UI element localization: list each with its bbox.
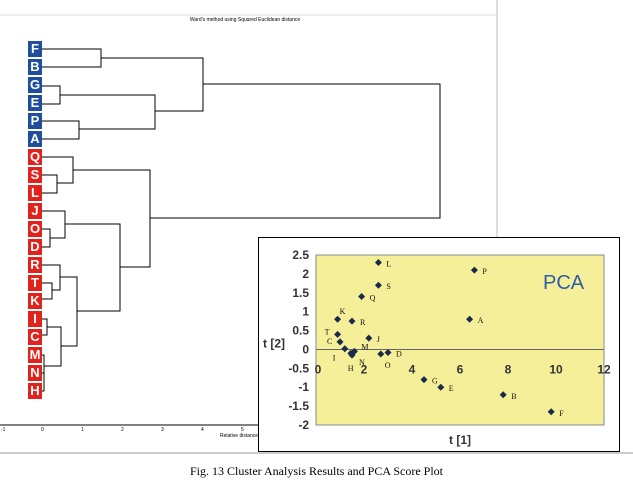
point-label: A <box>478 316 484 325</box>
point-label: P <box>482 267 487 276</box>
point-L <box>374 259 382 267</box>
point-I <box>341 345 349 353</box>
x-tick-label: 2 <box>361 362 368 376</box>
y-tick-label: -1.5 <box>288 399 309 413</box>
point-A <box>466 315 474 323</box>
x-tick-label: 12 <box>597 362 611 376</box>
y-axis-label: t [2] <box>263 337 285 351</box>
leaf-K: K <box>28 293 42 309</box>
point-O <box>377 350 385 358</box>
distance-tick: 0 <box>41 427 44 433</box>
leaf-M: M <box>28 347 42 363</box>
y-tick-label: -2 <box>298 418 309 432</box>
point-F <box>547 408 555 416</box>
leaf-F: F <box>28 41 42 57</box>
point-G <box>420 376 428 384</box>
point-label: C <box>327 337 332 346</box>
distance-tick: 1 <box>81 427 84 433</box>
leaf-Q: Q <box>28 149 42 165</box>
point-R <box>348 317 356 325</box>
y-tick-label: 1 <box>302 305 309 319</box>
plot-area <box>315 254 605 426</box>
leaf-P: P <box>28 113 42 129</box>
point-label: J <box>377 335 380 344</box>
pca-panel: 2.5 2 1.5 1 0.5 0 -0.5 -1 -1.5 -2 0 2 4 6 8 10 12 t [1] t … <box>258 237 620 452</box>
leaf-D: D <box>28 239 42 255</box>
x-axis-label: t [1] <box>449 433 471 447</box>
figure-caption: Fig. 13 Cluster Analysis Results and PCA… <box>189 464 444 478</box>
distance-tick: 5 <box>241 427 244 433</box>
distance-axis-label: Relative distance <box>220 433 259 439</box>
point-label: G <box>432 377 438 386</box>
y-tick-label: -1 <box>298 380 309 394</box>
distance-tick: 4 <box>201 427 204 433</box>
point-K <box>334 315 342 323</box>
dendrogram-branches <box>42 48 441 392</box>
point-label: I <box>333 354 336 363</box>
point-label: N <box>359 358 365 367</box>
point-label: O <box>385 361 391 370</box>
leaf-C: C <box>28 329 42 345</box>
point-P <box>470 266 478 274</box>
point-D <box>384 348 392 356</box>
leaf-L: L <box>28 185 42 201</box>
leaf-N: N <box>28 365 42 381</box>
point-label: T <box>325 327 330 336</box>
leaf-O: O <box>28 221 42 237</box>
distance-tick: 2 <box>121 427 124 433</box>
point-T <box>334 330 342 338</box>
point-S <box>374 281 382 289</box>
leaf-T: T <box>28 275 42 291</box>
pca-title: PCA <box>543 272 585 294</box>
dendrogram-title: Ward's method using Squared Euclidean di… <box>189 17 301 23</box>
y-tick-label: 1.5 <box>292 286 309 300</box>
y-tick-label: 0.5 <box>292 324 309 338</box>
point-label: B <box>511 392 516 401</box>
point-J <box>365 334 373 342</box>
leaf-R: R <box>28 257 42 273</box>
x-tick-label: 8 <box>505 362 512 376</box>
point-label: Q <box>370 294 376 303</box>
point-E <box>437 383 445 391</box>
leaf-I: I <box>28 311 42 327</box>
distance-tick: -1 <box>1 427 6 433</box>
y-tick-label: 2.5 <box>292 248 309 262</box>
point-M <box>350 347 358 355</box>
leaf-E: E <box>28 95 42 111</box>
point-label: M <box>361 342 368 351</box>
point-B <box>499 391 507 399</box>
point-C <box>336 338 344 346</box>
point-label: E <box>449 384 454 393</box>
x-tick-label: 6 <box>457 362 464 376</box>
x-tick-label: 10 <box>549 362 563 376</box>
x-tick-label: 4 <box>409 362 416 376</box>
pca-scatter: 2.5 2 1.5 1 0.5 0 -0.5 -1 -1.5 -2 0 2 4 6 8 10 12 t [1] t … <box>263 248 611 447</box>
point-label: K <box>340 307 346 316</box>
y-tick-label: -0.5 <box>288 361 309 375</box>
point-label: R <box>360 318 366 327</box>
point-label: L <box>386 260 391 269</box>
x-tick-label: 0 <box>315 362 322 376</box>
leaf-B: B <box>28 59 42 75</box>
leaf-S: S <box>28 167 42 183</box>
point-label: F <box>559 409 564 418</box>
point-label: S <box>386 282 390 291</box>
point-Q <box>358 293 366 301</box>
leaf-H: H <box>28 383 42 399</box>
point-label: D <box>396 349 402 358</box>
y-tick-label: 0 <box>302 342 309 356</box>
distance-tick: 3 <box>161 427 164 433</box>
leaf-G: G <box>28 77 42 93</box>
y-tick-label: 2 <box>302 267 309 281</box>
leaf-J: J <box>28 203 42 219</box>
point-label: H <box>348 364 354 373</box>
point-H <box>347 349 355 357</box>
leaf-A: A <box>28 131 42 147</box>
